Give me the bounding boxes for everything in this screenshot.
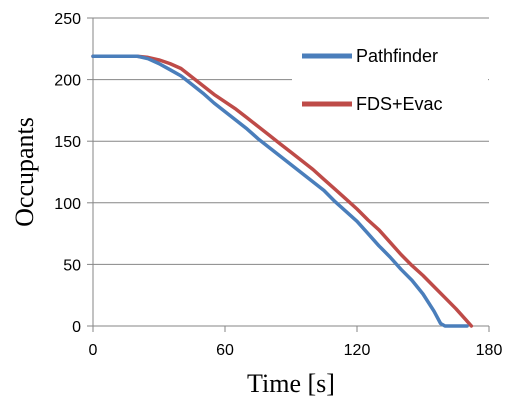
y-tick-label: 200 [54,73,81,90]
plot-area [91,54,474,328]
legend: Pathfinder FDS+Evac [292,38,488,118]
x-tick-label: 180 [476,342,503,359]
axes [87,17,490,332]
legend-label-pathfinder: Pathfinder [356,46,438,66]
y-tick-label: 50 [63,257,81,274]
y-tick-label: 0 [72,319,81,336]
x-tick-label: 0 [89,342,98,359]
series-line-fds-evac [91,54,474,328]
series-line-pathfinder [91,54,469,328]
y-axis-label: Occupants [10,117,39,227]
legend-label-fds-evac: FDS+Evac [356,94,443,114]
x-axis-label: Time [s] [247,369,335,398]
y-tick-label: 150 [54,134,81,151]
y-tick-label: 250 [54,11,81,28]
x-tick-label: 60 [216,342,234,359]
tick-labels: 0 50 100 150 200 250 0 60 120 180 [54,11,502,359]
x-tick-label: 120 [344,342,371,359]
y-tick-label: 100 [54,196,81,213]
